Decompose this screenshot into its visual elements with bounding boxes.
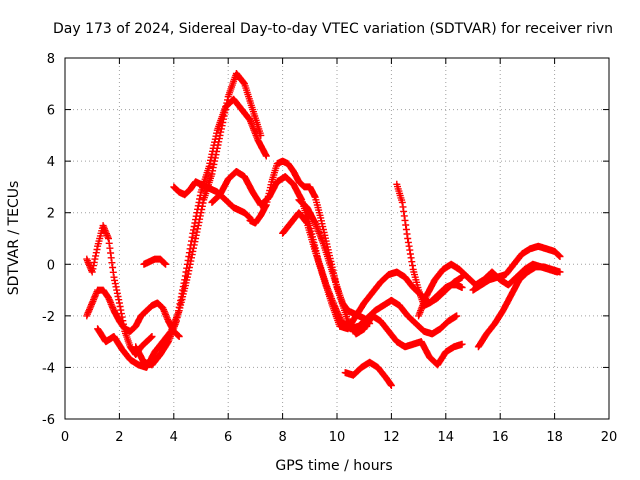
data-marks <box>83 286 183 340</box>
data-marks <box>132 95 270 369</box>
x-tick-label: 2 <box>115 430 123 445</box>
data-marks <box>140 255 170 268</box>
series-arc-14 <box>469 242 564 294</box>
series-arc-15 <box>140 255 170 268</box>
series-arc-4 <box>132 95 270 369</box>
x-tick-label: 4 <box>170 430 178 445</box>
x-tick-label: 18 <box>546 430 563 445</box>
series-arc-5 <box>170 178 254 222</box>
x-tick-label: 6 <box>224 430 232 445</box>
x-tick-label: 10 <box>329 430 346 445</box>
x-tick-label: 8 <box>278 430 286 445</box>
y-tick-label: 6 <box>47 104 55 119</box>
y-tick-label: 0 <box>47 258 55 273</box>
x-tick-label: 0 <box>61 430 69 445</box>
y-tick-label: 2 <box>47 207 55 222</box>
series-arc-9 <box>295 196 466 369</box>
y-tick-label: -4 <box>42 361 55 376</box>
x-axis-label: GPS time / hours <box>275 458 392 474</box>
x-tick-label: 16 <box>492 430 509 445</box>
data-marks <box>393 180 466 309</box>
data-points <box>83 70 564 389</box>
data-marks <box>295 196 466 369</box>
y-tick-label: -2 <box>42 310 55 325</box>
data-marks <box>474 263 564 351</box>
y-tick-label: -6 <box>42 413 55 428</box>
chart-title: Day 173 of 2024, Sidereal Day-to-day VTE… <box>53 21 613 37</box>
axis-ticks: 0 2 4 6 8 10 12 14 16 18 20 -6 -4 -2 0 2 4 6 8 <box>42 52 617 445</box>
series-arc-11 <box>393 180 466 309</box>
series-arc-2 <box>83 286 183 340</box>
data-marks <box>170 178 254 222</box>
data-marks <box>469 242 564 294</box>
y-tick-label: 8 <box>47 52 55 67</box>
x-tick-label: 14 <box>438 430 455 445</box>
series-arc-13 <box>474 263 564 351</box>
y-tick-label: 4 <box>47 155 55 170</box>
series-arc-10 <box>341 358 395 389</box>
data-marks <box>341 358 395 389</box>
y-axis-label: SDTVAR / TECUs <box>6 181 22 296</box>
x-tick-label: 20 <box>601 430 618 445</box>
x-tick-label: 12 <box>383 430 400 445</box>
